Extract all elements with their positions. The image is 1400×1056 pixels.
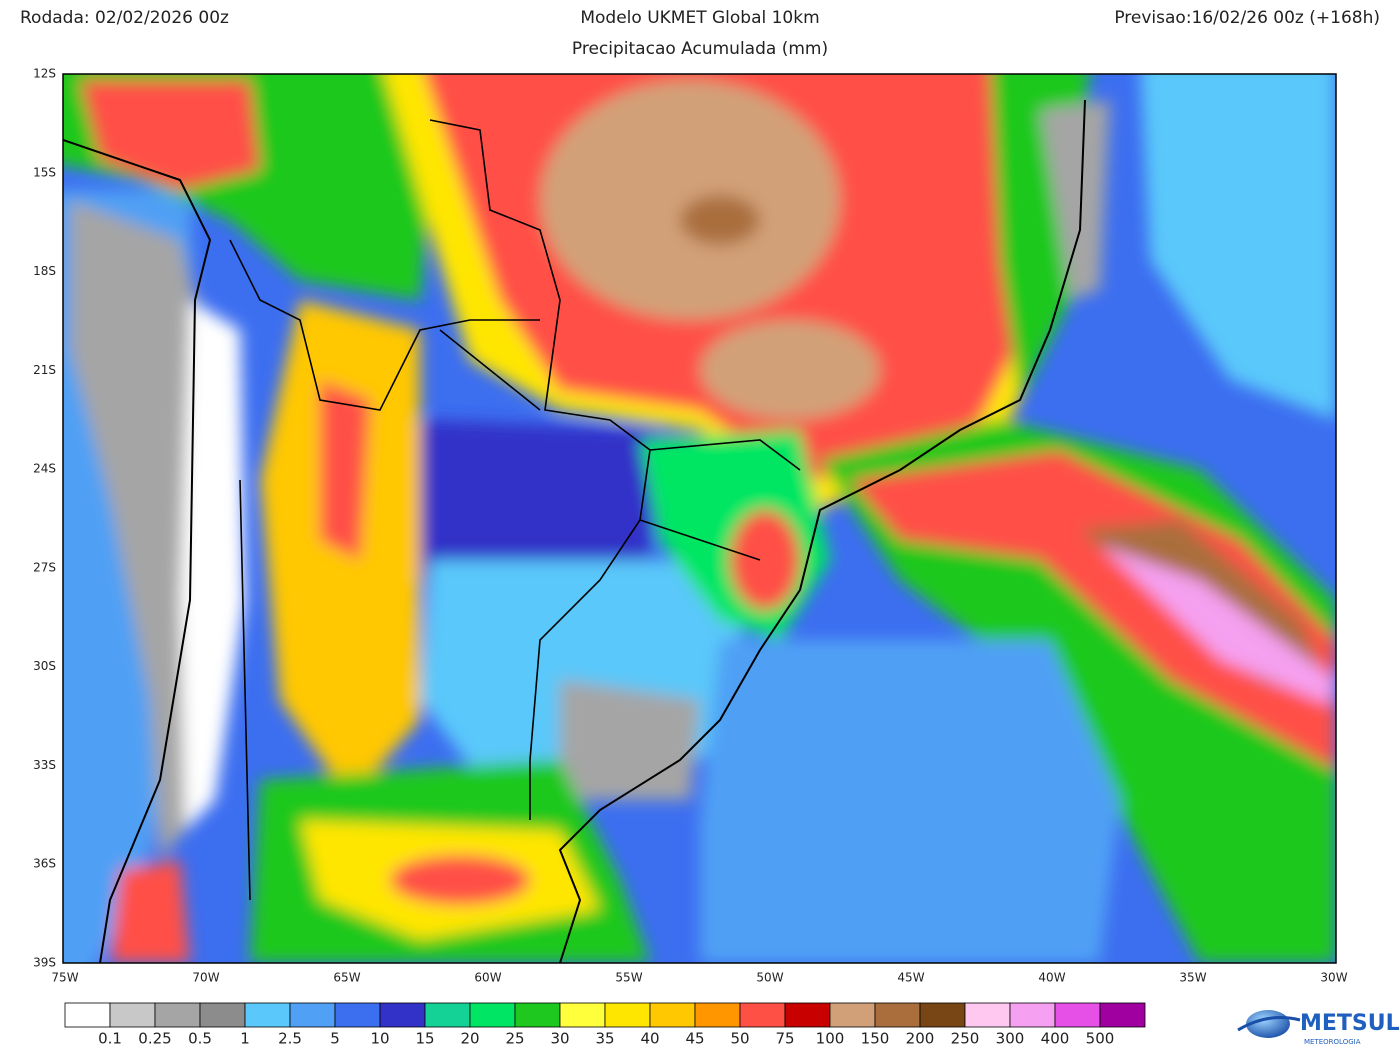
lon-label: 40W (1038, 971, 1065, 985)
lon-label: 70W (192, 971, 219, 985)
legend-label: 35 (595, 1030, 614, 1048)
legend-swatch (469, 1002, 516, 1028)
legend-label: 250 (951, 1030, 980, 1048)
lon-label: 30W (1320, 971, 1347, 985)
legend-swatch (199, 1002, 246, 1028)
legend-label: 50 (730, 1030, 749, 1048)
borders (229, 119, 801, 901)
forecast-label: Previsao:16/02/26 00z (+168h) (1114, 8, 1380, 28)
andes-dry (180, 300, 245, 830)
legend-swatch (109, 1002, 156, 1028)
legend-label: 100 (816, 1030, 845, 1048)
brown-area (700, 320, 880, 420)
legend-swatch (784, 1002, 831, 1028)
color-scale: 0.1 0.25 0.5 1 2.5 5 10 15 20 25 30 35 40 45 50 75 100 15… (64, 1002, 1146, 1048)
legend-swatch (874, 1002, 921, 1028)
lon-label: 50W (756, 971, 783, 985)
run-label: Rodada: 02/02/2026 00z (20, 8, 229, 28)
nw-red (80, 80, 260, 190)
field-blobs (63, 74, 1336, 963)
legend-swatch (514, 1002, 561, 1028)
lat-label: 21S (33, 363, 56, 377)
lat-label: 36S (33, 857, 56, 871)
precipitation-field (63, 74, 1336, 963)
south-brazil-red (730, 510, 800, 610)
lon-label: 35W (1179, 971, 1206, 985)
legend-label: 30 (550, 1030, 569, 1048)
atlantic-blue (700, 640, 1120, 963)
legend-label: 20 (460, 1030, 479, 1048)
lon-label: 60W (474, 971, 501, 985)
legend-label: 400 (1041, 1030, 1070, 1048)
atlantic-gray (1040, 100, 1110, 300)
legend-swatch (244, 1002, 291, 1028)
lat-label: 33S (33, 758, 56, 772)
uruguay-gray (560, 680, 700, 800)
legend-swatch (649, 1002, 696, 1028)
legend-label: 2.5 (278, 1030, 302, 1048)
lon-label: 55W (615, 971, 642, 985)
subtitle: Precipitacao Acumulada (mm) (572, 39, 828, 59)
lat-label: 18S (33, 264, 56, 278)
legend-label: 40 (640, 1030, 659, 1048)
map-frame (62, 73, 1337, 964)
legend-label: 500 (1086, 1030, 1115, 1048)
logo-name: METSUL (1300, 1011, 1400, 1036)
lat-label: 39S (33, 956, 56, 970)
atlantic-lightblue (1140, 74, 1336, 420)
legend-swatch (829, 1002, 876, 1028)
legend-swatch (289, 1002, 336, 1028)
legend-swatch (559, 1002, 606, 1028)
legend-label: 0.5 (188, 1030, 212, 1048)
legend-label: 200 (906, 1030, 935, 1048)
legend-swatch (334, 1002, 381, 1028)
lat-label: 27S (33, 560, 56, 574)
legend-swatch (694, 1002, 741, 1028)
legend-label: 75 (775, 1030, 794, 1048)
legend-label: 10 (370, 1030, 389, 1048)
legend-label: 25 (505, 1030, 524, 1048)
legend-swatch (604, 1002, 651, 1028)
logo-swoosh (1237, 1016, 1301, 1032)
legend-label: 0.1 (98, 1030, 122, 1048)
model-title: Modelo UKMET Global 10km (580, 8, 819, 28)
legend-label: 300 (996, 1030, 1025, 1048)
legend-swatch (1054, 1002, 1101, 1028)
legend-swatch (154, 1002, 201, 1028)
lon-label: 75W (51, 971, 78, 985)
south-red (390, 855, 530, 905)
brown-area (540, 80, 840, 320)
legend-label: 0.25 (138, 1030, 171, 1048)
brown-core (680, 195, 760, 245)
coastline (63, 99, 1086, 963)
atlantic-pink (1100, 545, 1336, 705)
lat-label: 30S (33, 659, 56, 673)
legend-swatch (379, 1002, 426, 1028)
legend-swatch (964, 1002, 1011, 1028)
legend-label: 15 (415, 1030, 434, 1048)
lon-label: 65W (333, 971, 360, 985)
patagonia-red (110, 860, 190, 963)
legend-swatch (919, 1002, 966, 1028)
legend-label: 45 (685, 1030, 704, 1048)
andes-red (320, 380, 370, 560)
lat-label: 24S (33, 462, 56, 476)
legend-swatch (424, 1002, 471, 1028)
lat-label: 12S (33, 67, 56, 81)
legend-label: 5 (330, 1030, 340, 1048)
lat-label: 15S (33, 165, 56, 179)
legend-swatch (739, 1002, 786, 1028)
legend-swatch (1009, 1002, 1056, 1028)
legend-label: 1 (240, 1030, 250, 1048)
legend-swatch (1099, 1002, 1146, 1028)
atlantic-red-band (850, 450, 1336, 770)
logo: METSUL METEOROLOGIA (1237, 1010, 1400, 1046)
logo-tagline: METEOROLOGIA (1304, 1038, 1361, 1046)
lon-label: 45W (897, 971, 924, 985)
legend-swatch (64, 1002, 111, 1028)
legend-label: 150 (861, 1030, 890, 1048)
